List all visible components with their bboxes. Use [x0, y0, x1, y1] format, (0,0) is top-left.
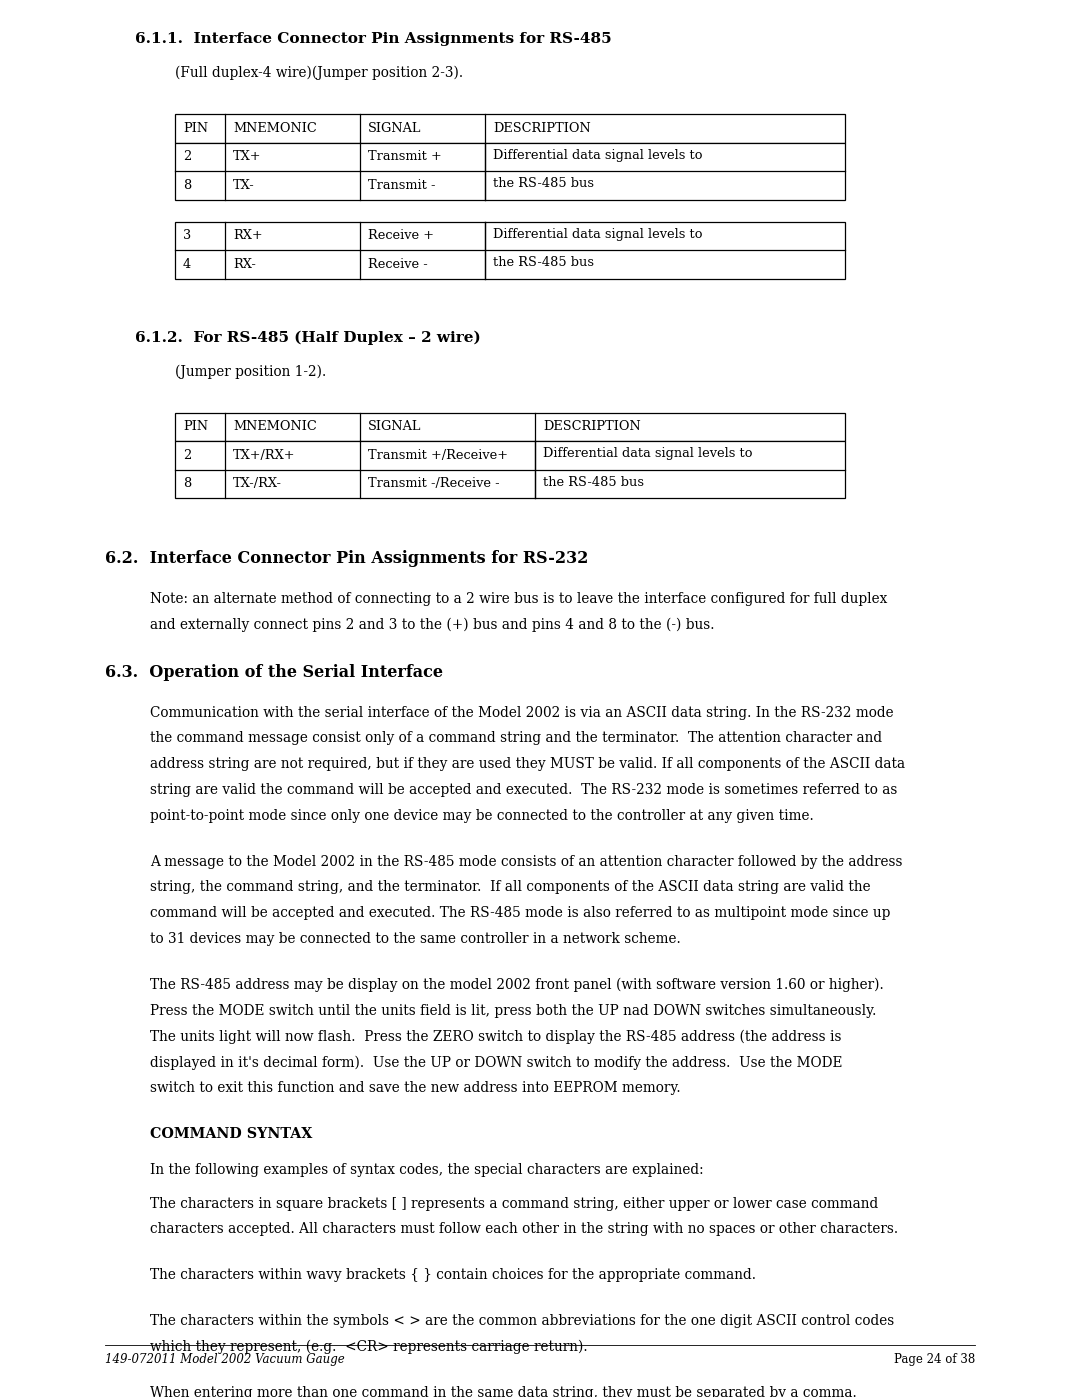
Text: 6.3.  Operation of the Serial Interface: 6.3. Operation of the Serial Interface [105, 664, 443, 680]
Text: DESCRIPTION: DESCRIPTION [543, 420, 640, 433]
Text: Communication with the serial interface of the Model 2002 is via an ASCII data s: Communication with the serial interface … [150, 705, 893, 719]
Text: A message to the Model 2002 in the RS-485 mode consists of an attention characte: A message to the Model 2002 in the RS-48… [150, 855, 903, 869]
Text: command will be accepted and executed. The RS-485 mode is also referred to as mu: command will be accepted and executed. T… [150, 907, 890, 921]
Text: (Jumper position 1-2).: (Jumper position 1-2). [175, 365, 326, 379]
Bar [175, 222, 845, 278]
Text: Differential data signal levels to: Differential data signal levels to [492, 228, 702, 240]
Text: Differential data signal levels to: Differential data signal levels to [543, 447, 753, 460]
Text: the command message consist only of a command string and the terminator.  The at: the command message consist only of a co… [150, 732, 882, 746]
Text: and externally connect pins 2 and 3 to the (+) bus and pins 4 and 8 to the (-) b: and externally connect pins 2 and 3 to t… [150, 617, 715, 633]
Text: string are valid the command will be accepted and executed.  The RS-232 mode is : string are valid the command will be acc… [150, 782, 897, 798]
Text: 6.1.2.  For RS-485 (Half Duplex – 2 wire): 6.1.2. For RS-485 (Half Duplex – 2 wire) [135, 331, 481, 345]
Bar [175, 412, 845, 441]
Text: which they represent, (e.g.  <CR> represents carriage return).: which they represent, (e.g. <CR> represe… [150, 1340, 588, 1354]
Text: TX-/RX-: TX-/RX- [233, 478, 282, 490]
Text: Transmit +/Receive+: Transmit +/Receive+ [368, 448, 508, 462]
Text: 8: 8 [183, 478, 191, 490]
Text: RX-: RX- [233, 258, 256, 271]
Text: Receive -: Receive - [368, 258, 428, 271]
Text: The units light will now flash.  Press the ZERO switch to display the RS-485 add: The units light will now flash. Press th… [150, 1030, 841, 1044]
Text: SIGNAL: SIGNAL [368, 122, 421, 134]
Bar [175, 115, 845, 142]
Text: Note: an alternate method of connecting to a 2 wire bus is to leave the interfac: Note: an alternate method of connecting … [150, 592, 888, 606]
Text: the RS-485 bus: the RS-485 bus [543, 475, 644, 489]
Text: COMMAND SYNTAX: COMMAND SYNTAX [150, 1127, 312, 1141]
Text: 6.2.  Interface Connector Pin Assignments for RS-232: 6.2. Interface Connector Pin Assignments… [105, 550, 589, 567]
Text: 149-072011 Model 2002 Vacuum Gauge: 149-072011 Model 2002 Vacuum Gauge [105, 1354, 345, 1366]
Bar [175, 441, 845, 497]
Text: Press the MODE switch until the units field is lit, press both the UP nad DOWN s: Press the MODE switch until the units fi… [150, 1003, 876, 1017]
Text: RX+: RX+ [233, 229, 262, 242]
Text: When entering more than one command in the same data string, they must be separa: When entering more than one command in t… [150, 1386, 856, 1397]
Text: string, the command string, and the terminator.  If all components of the ASCII : string, the command string, and the term… [150, 880, 870, 894]
Text: characters accepted. All characters must follow each other in the string with no: characters accepted. All characters must… [150, 1222, 899, 1236]
Text: the RS-485 bus: the RS-485 bus [492, 256, 594, 270]
Text: SIGNAL: SIGNAL [368, 420, 421, 433]
Text: the RS-485 bus: the RS-485 bus [492, 177, 594, 190]
Text: point-to-point mode since only one device may be connected to the controller at : point-to-point mode since only one devic… [150, 809, 813, 823]
Text: (Full duplex-4 wire)(Jumper position 2-3).: (Full duplex-4 wire)(Jumper position 2-3… [175, 66, 463, 81]
Text: MNEMONIC: MNEMONIC [233, 122, 316, 134]
Text: displayed in it's decimal form).  Use the UP or DOWN switch to modify the addres: displayed in it's decimal form). Use the… [150, 1055, 842, 1070]
Text: PIN: PIN [183, 420, 208, 433]
Text: MNEMONIC: MNEMONIC [233, 420, 316, 433]
Text: PIN: PIN [183, 122, 208, 134]
Text: to 31 devices may be connected to the same controller in a network scheme.: to 31 devices may be connected to the sa… [150, 932, 680, 946]
Text: TX-: TX- [233, 179, 255, 191]
Text: TX+/RX+: TX+/RX+ [233, 448, 296, 462]
Text: Transmit +: Transmit + [368, 151, 442, 163]
Text: 2: 2 [183, 448, 191, 462]
Text: Receive +: Receive + [368, 229, 434, 242]
Text: The characters in square brackets [ ] represents a command string, either upper : The characters in square brackets [ ] re… [150, 1197, 878, 1211]
Text: Page 24 of 38: Page 24 of 38 [894, 1354, 975, 1366]
Text: The characters within wavy brackets { } contain choices for the appropriate comm: The characters within wavy brackets { } … [150, 1268, 756, 1282]
Text: Transmit -/Receive -: Transmit -/Receive - [368, 478, 500, 490]
Text: 6.1.1.  Interface Connector Pin Assignments for RS-485: 6.1.1. Interface Connector Pin Assignmen… [135, 32, 611, 46]
Bar [175, 142, 845, 200]
Text: Transmit -: Transmit - [368, 179, 435, 191]
Text: TX+: TX+ [233, 151, 261, 163]
Text: 8: 8 [183, 179, 191, 191]
Text: switch to exit this function and save the new address into EEPROM memory.: switch to exit this function and save th… [150, 1081, 680, 1095]
Text: DESCRIPTION: DESCRIPTION [492, 122, 591, 134]
Text: Differential data signal levels to: Differential data signal levels to [492, 148, 702, 162]
Text: 3: 3 [183, 229, 191, 242]
Text: 2: 2 [183, 151, 191, 163]
Text: The characters within the symbols < > are the common abbreviations for the one d: The characters within the symbols < > ar… [150, 1315, 894, 1329]
Text: The RS-485 address may be display on the model 2002 front panel (with software v: The RS-485 address may be display on the… [150, 978, 883, 992]
Text: 4: 4 [183, 258, 191, 271]
Text: address string are not required, but if they are used they MUST be valid. If all: address string are not required, but if … [150, 757, 905, 771]
Text: In the following examples of syntax codes, the special characters are explained:: In the following examples of syntax code… [150, 1162, 704, 1176]
